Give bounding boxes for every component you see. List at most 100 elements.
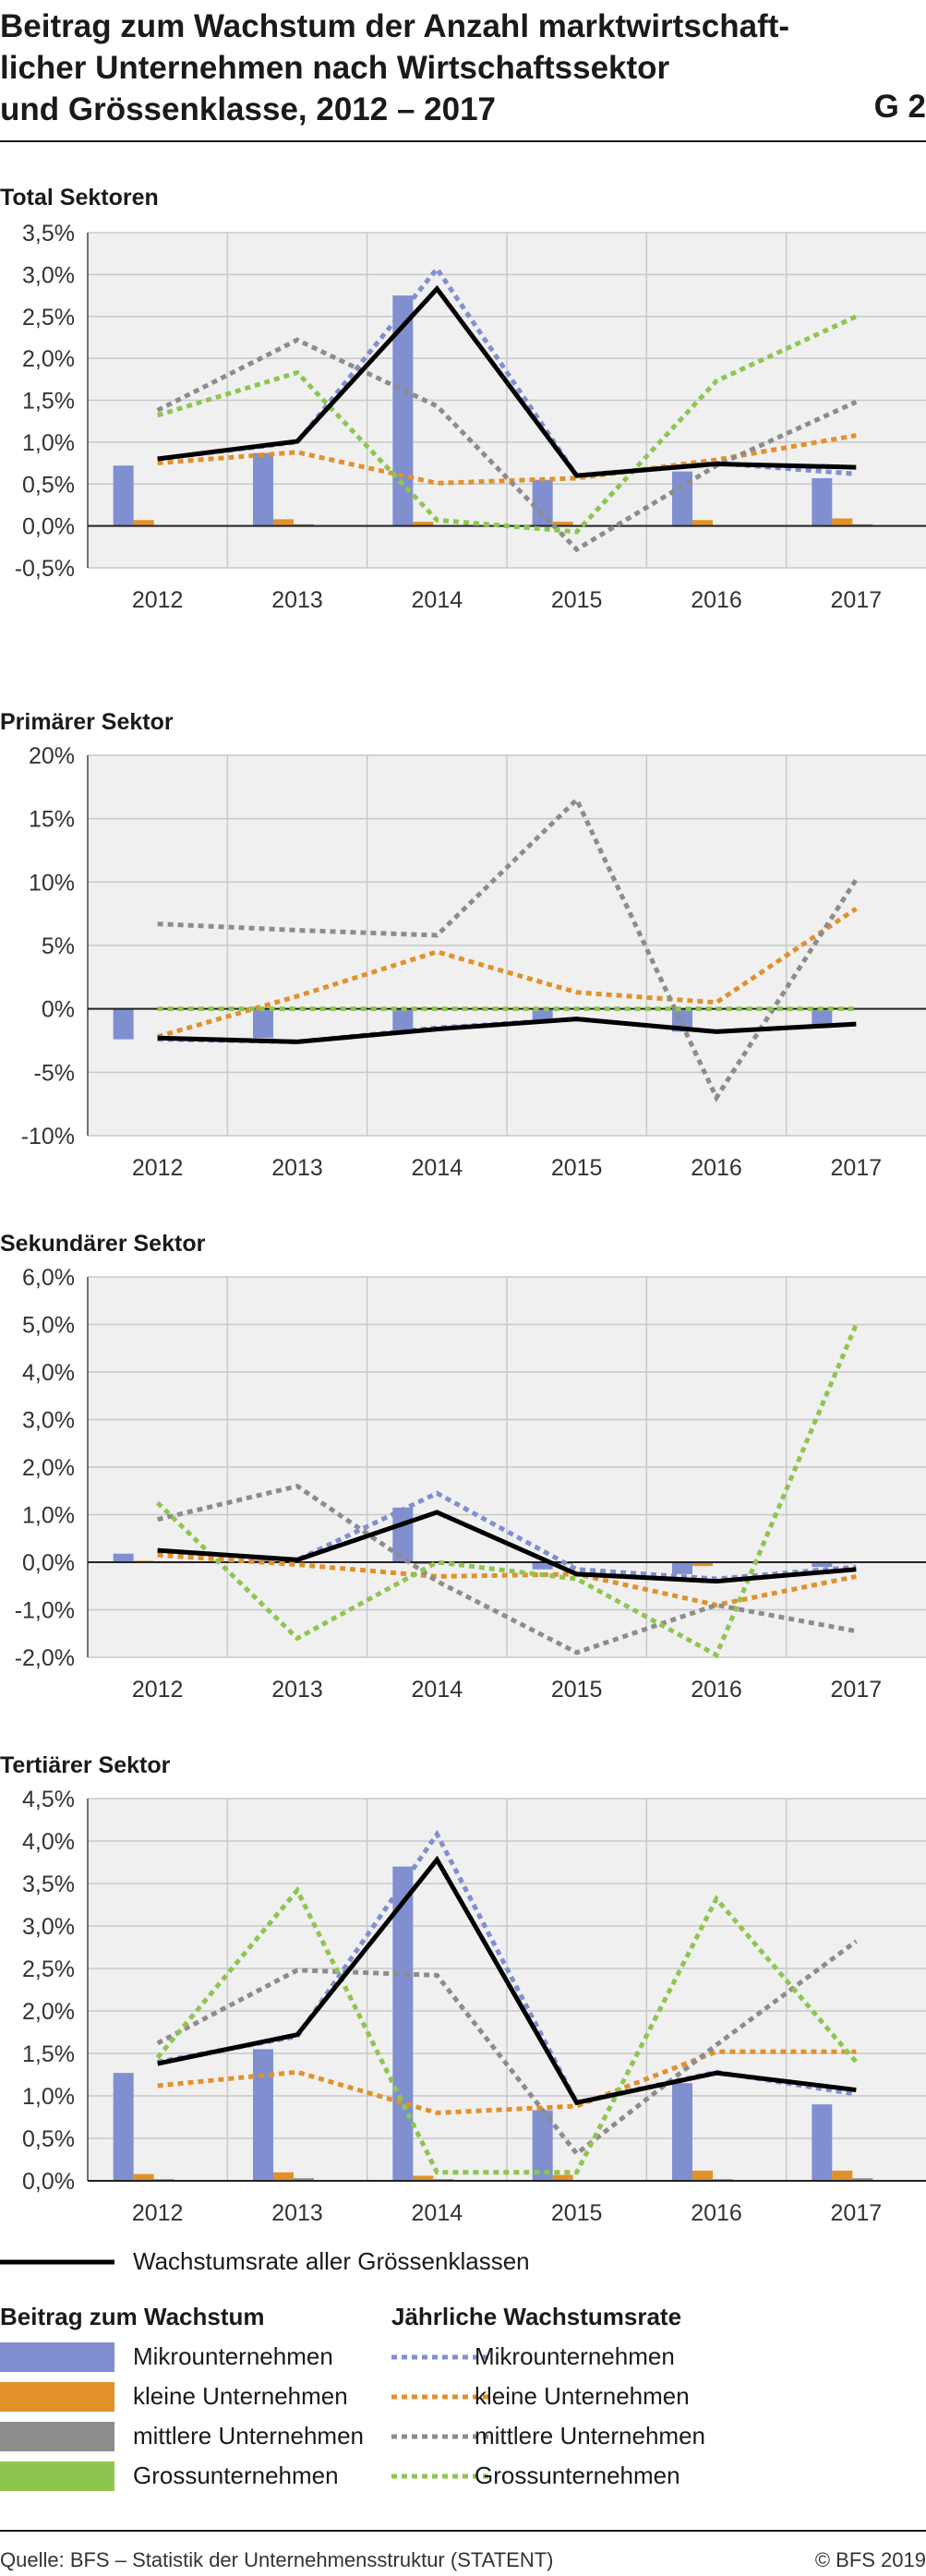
legend-bar-label: kleine Unternehmen bbox=[133, 2382, 348, 2410]
legend-bar-swatch-micro bbox=[0, 2342, 114, 2372]
legend-bar-swatch-medium bbox=[0, 2422, 114, 2451]
y-tick-label: 3,5% bbox=[22, 1872, 75, 1897]
x-tick-label: 2017 bbox=[831, 587, 883, 613]
title-rule bbox=[0, 140, 926, 142]
y-tick-label: 0,0% bbox=[22, 2169, 75, 2195]
bar-small bbox=[133, 2173, 154, 2181]
y-tick-label: 20% bbox=[29, 743, 75, 769]
bar-micro bbox=[532, 2110, 553, 2181]
x-tick-label: 2013 bbox=[271, 2200, 323, 2226]
y-tick-label: 10% bbox=[29, 870, 75, 896]
legend-bar-label: Mikrounternehmen bbox=[133, 2342, 333, 2370]
bar-micro bbox=[253, 2049, 273, 2181]
line-total bbox=[157, 1017, 857, 1044]
legend-bar-label: mittlere Unternehmen bbox=[133, 2422, 364, 2450]
x-tick-label: 2015 bbox=[551, 1677, 603, 1703]
y-tick-label: 3,0% bbox=[22, 1408, 75, 1434]
line-small bbox=[157, 433, 857, 486]
x-tick-label: 2014 bbox=[412, 1155, 463, 1181]
line-total bbox=[157, 284, 857, 478]
x-tick-label: 2013 bbox=[271, 1677, 323, 1703]
y-tick-label: -5% bbox=[34, 1060, 75, 1086]
y-tick-label: 0% bbox=[42, 997, 75, 1023]
bar-micro bbox=[672, 1562, 692, 1574]
line-small bbox=[157, 2049, 857, 2115]
footer-source: Quelle: BFS – Statistik der Unternehmens… bbox=[0, 2548, 554, 2571]
bar-small bbox=[832, 518, 853, 526]
y-tick-label: 2,0% bbox=[22, 1455, 75, 1481]
y-tick-label: -10% bbox=[21, 1124, 75, 1150]
legend-line-label: Grossunternehmen bbox=[475, 2462, 680, 2489]
bar-small bbox=[692, 520, 713, 526]
bar-small bbox=[413, 2175, 434, 2181]
legend-line-label: Mikrounternehmen bbox=[475, 2342, 675, 2370]
y-tick-label: 1,0% bbox=[22, 1503, 75, 1529]
bar-micro bbox=[812, 1008, 833, 1026]
x-tick-label: 2012 bbox=[132, 1677, 184, 1703]
line-large bbox=[156, 314, 858, 535]
bar-micro bbox=[113, 1553, 134, 1562]
bar-micro bbox=[113, 2073, 134, 2181]
line-medium bbox=[157, 795, 859, 1102]
x-tick-label: 2014 bbox=[412, 587, 463, 613]
y-tick-label: 4,5% bbox=[22, 1787, 75, 1812]
bar-micro bbox=[532, 479, 553, 526]
bar-small bbox=[413, 522, 434, 526]
x-tick-label: 2016 bbox=[691, 1677, 742, 1703]
x-tick-label: 2017 bbox=[831, 1677, 883, 1703]
y-tick-label: 0,0% bbox=[22, 514, 75, 540]
chart-id: G 2 bbox=[873, 89, 926, 125]
x-tick-label: 2012 bbox=[132, 1155, 184, 1181]
x-tick-label: 2016 bbox=[691, 2200, 742, 2226]
panel-title: Tertiärer Sektor bbox=[0, 1752, 171, 1778]
bar-small bbox=[832, 2170, 853, 2181]
y-tick-label: 0,5% bbox=[22, 472, 75, 498]
y-tick-label: 1,0% bbox=[22, 2084, 75, 2110]
panel-title: Primärer Sektor bbox=[0, 709, 174, 735]
bar-small bbox=[273, 519, 294, 526]
x-tick-label: 2016 bbox=[691, 587, 742, 613]
x-tick-label: 2012 bbox=[132, 587, 184, 613]
bar-small bbox=[273, 2172, 294, 2181]
y-tick-label: -2,0% bbox=[15, 1645, 75, 1671]
legend-line-swatch-micro bbox=[391, 2354, 493, 2360]
bar-micro bbox=[392, 295, 414, 526]
y-tick-label: 2,5% bbox=[22, 1956, 75, 1982]
bar-small bbox=[552, 522, 573, 526]
bar-micro bbox=[392, 1507, 414, 1562]
y-tick-label: 1,0% bbox=[22, 430, 75, 456]
y-tick-label: 5% bbox=[42, 933, 75, 959]
line-large bbox=[155, 1885, 859, 2175]
bar-small bbox=[133, 520, 154, 526]
footer-copyright: © BFS 2019 bbox=[814, 2548, 926, 2571]
panel-title: Sekundärer Sektor bbox=[0, 1231, 206, 1257]
legend-lines-header: Jährliche Wachstumsrate bbox=[391, 2303, 682, 2330]
x-tick-label: 2013 bbox=[271, 587, 323, 613]
chart-title-line: Beitrag zum Wachstum der Anzahl marktwir… bbox=[0, 8, 790, 44]
bar-small bbox=[552, 2174, 573, 2181]
x-tick-label: 2012 bbox=[132, 2200, 184, 2226]
y-tick-label: 2,0% bbox=[22, 1999, 75, 2025]
bar-micro bbox=[392, 1008, 414, 1031]
y-tick-label: 2,5% bbox=[22, 305, 75, 331]
bar-micro bbox=[532, 1562, 553, 1570]
bar-micro bbox=[672, 2083, 692, 2181]
bar-micro bbox=[113, 465, 134, 526]
y-tick-label: 5,0% bbox=[22, 1313, 75, 1339]
line-medium bbox=[156, 337, 858, 553]
panel-title: Total Sektoren bbox=[0, 185, 159, 211]
chart-title: Beitrag zum Wachstum der Anzahl marktwir… bbox=[0, 6, 859, 130]
y-tick-label: 0,0% bbox=[22, 1550, 75, 1576]
legend-line-swatch-medium bbox=[391, 2434, 493, 2439]
chart-title-line: und Grössenklasse, 2012 – 2017 bbox=[0, 91, 496, 127]
legend-bar-swatch-large bbox=[0, 2462, 114, 2491]
bar-medium bbox=[294, 2178, 314, 2181]
y-tick-label: 1,5% bbox=[22, 2041, 75, 2067]
line-medium bbox=[156, 1939, 858, 2158]
x-tick-label: 2016 bbox=[691, 1155, 742, 1181]
line-large bbox=[155, 1323, 859, 1658]
legend-line-swatch-small bbox=[391, 2394, 493, 2400]
y-tick-label: 3,0% bbox=[22, 262, 75, 288]
